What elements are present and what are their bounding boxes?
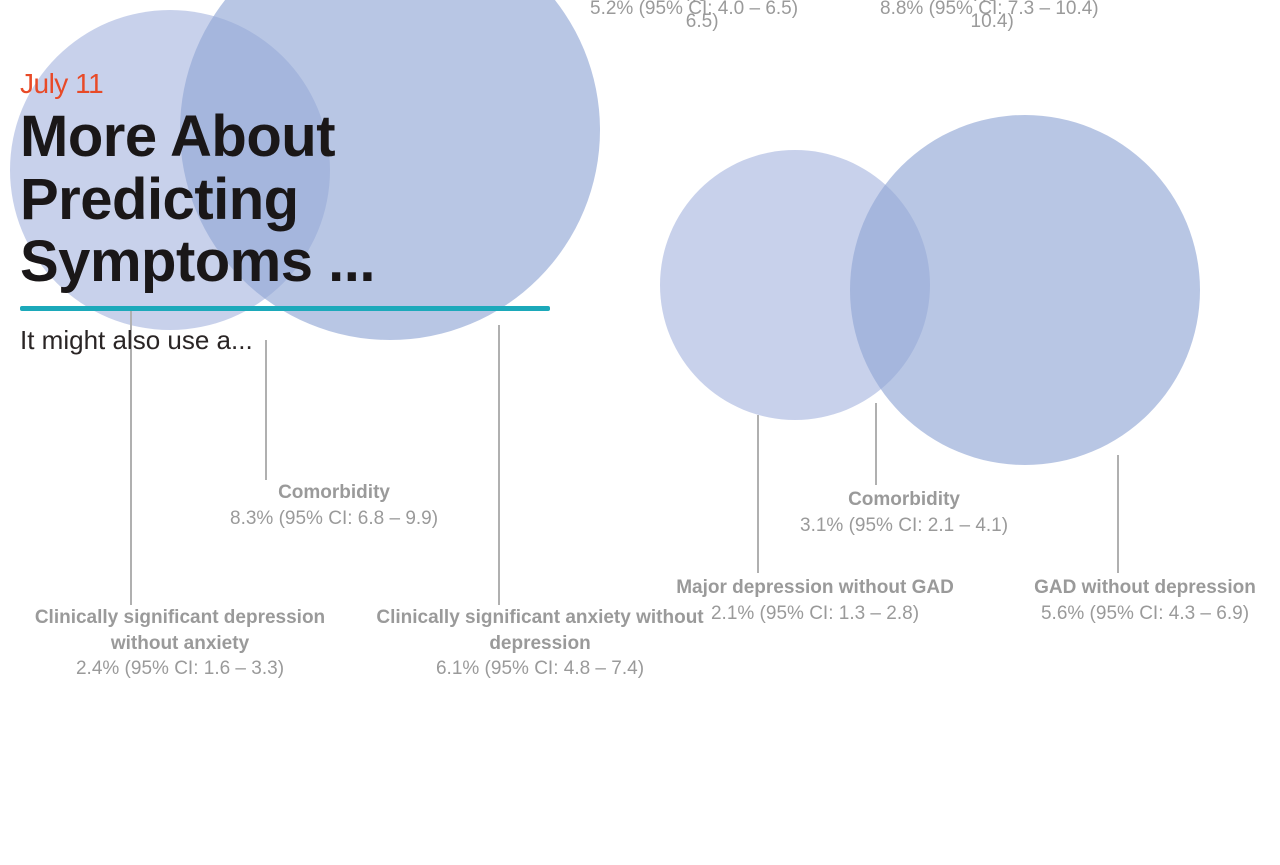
callout-line bbox=[265, 340, 267, 480]
circle-right bbox=[850, 115, 1200, 465]
stat-top-right: 8.8% (95% CI: 7.3 – 10.4) bbox=[880, 0, 1099, 22]
post-title: More About Predicting Symptoms ... bbox=[20, 106, 578, 294]
venn-label-left_bottom: Clinically significant depression withou… bbox=[0, 605, 360, 682]
post-subtitle: It might also use a... bbox=[20, 325, 578, 356]
accent-rule bbox=[20, 306, 550, 311]
callout-line bbox=[757, 415, 759, 573]
venn-label-comorbidity: Comorbidity3.1% (95% CI: 2.1 – 4.1) bbox=[800, 487, 1008, 538]
headline-card: July 11 More About Predicting Symptoms .… bbox=[20, 68, 578, 356]
venn-label-comorbidity: Comorbidity8.3% (95% CI: 6.8 – 9.9) bbox=[230, 480, 438, 531]
stat-top-left: 5.2% (95% CI: 4.0 – 6.5) bbox=[590, 0, 798, 22]
venn-label-left_bottom: Major depression without GAD2.1% (95% CI… bbox=[635, 575, 995, 626]
callout-line bbox=[1117, 455, 1119, 573]
callout-line bbox=[498, 325, 500, 605]
venn-label-right_bottom: GAD without depression5.6% (95% CI: 4.3 … bbox=[985, 575, 1280, 626]
venn-diagram-right: Comorbidity3.1% (95% CI: 2.1 – 4.1)Major… bbox=[705, 65, 1280, 865]
callout-line bbox=[875, 403, 877, 485]
post-date: July 11 bbox=[20, 68, 578, 100]
